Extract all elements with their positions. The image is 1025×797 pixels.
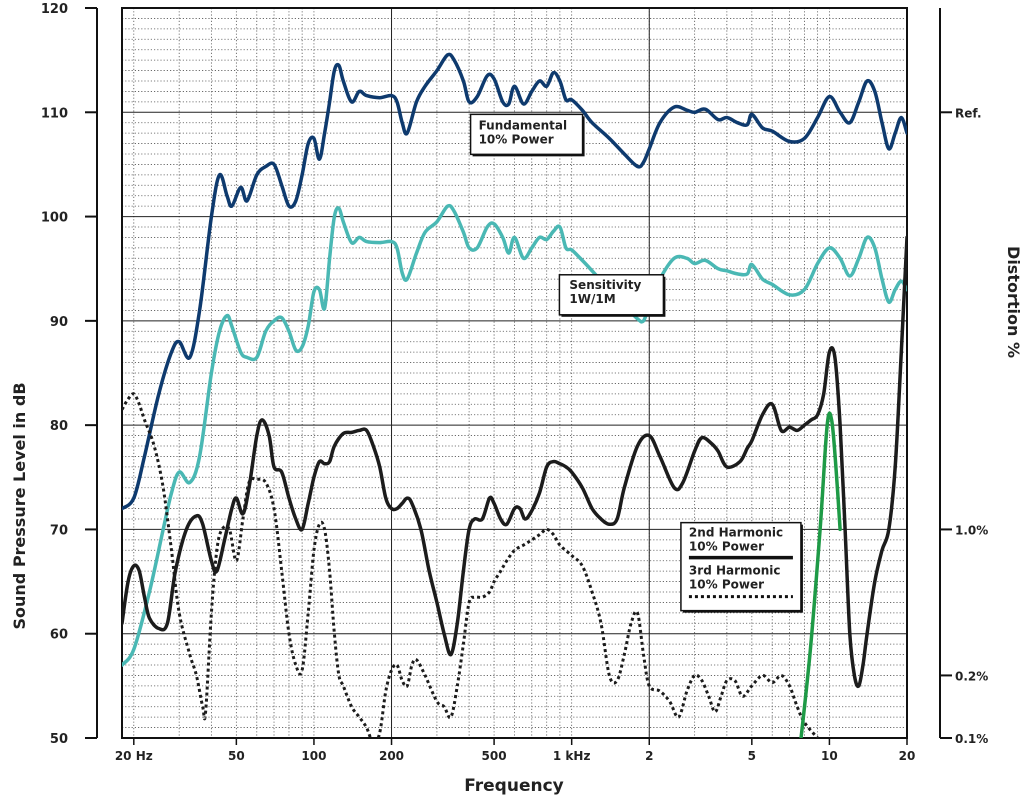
distortion-tick-label: 1.0%: [955, 523, 988, 537]
x-tick-label: 5: [748, 749, 756, 763]
x-axis: 20 Hz 50 100 200 500 1 kHz 2 5 10 20: [115, 738, 916, 763]
y-tick-label: 120: [41, 2, 68, 17]
distortion-tick-label: 0.1%: [955, 732, 988, 746]
x-tick-label: 10: [821, 749, 838, 763]
y-tick-label: 50: [50, 732, 68, 747]
y-tick-label: 60: [50, 628, 68, 643]
series-layer: [122, 52, 907, 738]
y-tick-label: 80: [50, 419, 68, 434]
series-h2_harmonic: [122, 235, 907, 689]
annotation-box: [558, 274, 665, 316]
y-axis: 50 60 70 80 90 100 110 120: [41, 2, 97, 747]
annotation-text-sens: Sensitivity: [569, 278, 641, 292]
y-tick-label: 90: [50, 315, 68, 330]
x-tick-label: 500: [482, 749, 507, 763]
y-tick-label: 70: [50, 523, 68, 538]
x-tick-label: 200: [379, 749, 404, 763]
annotation-text-sens: 1W/1M: [569, 292, 615, 306]
annotation-text-h2: 2nd Harmonic: [689, 526, 783, 540]
major-grid: [122, 8, 907, 738]
annotation-box: [469, 113, 584, 156]
distortion-tick-label: 0.2%: [955, 669, 988, 683]
y-tick-label: 100: [41, 211, 68, 226]
annotation-text-fund: 10% Power: [479, 132, 554, 146]
x-tick-label: 50: [228, 749, 245, 763]
series-sensitivity: [122, 203, 907, 667]
x-tick-label: 20 Hz: [115, 749, 153, 763]
x-tick-label: 20: [899, 749, 916, 763]
series-fundamental: [122, 52, 907, 511]
series-green_trace: [799, 411, 842, 738]
x-tick-label: 1 kHz: [553, 749, 591, 763]
x-axis-title: Frequency: [464, 776, 564, 796]
annotation-text-h2: 10% Power: [689, 540, 764, 554]
y-axis-title: Sound Pressure Level in dB: [10, 382, 29, 629]
right-axis-title: Distortion %: [1004, 246, 1023, 358]
plot-frame: [121, 7, 908, 739]
x-tick-label: 100: [301, 749, 326, 763]
x-tick-label: 2: [645, 749, 653, 763]
annotation-text-fund: Fundamental: [479, 118, 568, 132]
annotation-text-h3: 3rd Harmonic: [689, 564, 781, 578]
y-tick-label: 110: [41, 106, 68, 121]
distortion-axis: Ref. 1.0% 0.2% 0.1%: [940, 106, 988, 746]
distortion-tick-label: Ref.: [955, 106, 982, 120]
minor-grid: [122, 8, 907, 738]
series-h3_harmonic: [122, 392, 819, 738]
annotation-text-h3: 10% Power: [689, 578, 764, 592]
